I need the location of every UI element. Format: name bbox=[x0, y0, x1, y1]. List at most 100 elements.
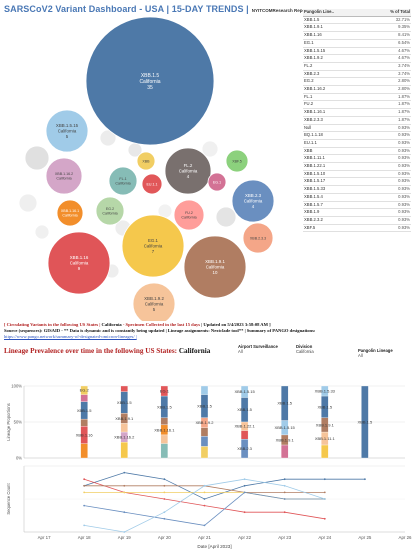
series-point-xbb-1-5-15[interactable] bbox=[323, 498, 326, 500]
table-row[interactable]: XBB.2.3 3.74% bbox=[303, 70, 411, 79]
table-row[interactable]: XBB.1.5.4 0.93% bbox=[303, 193, 411, 202]
bubble-circle[interactable] bbox=[56, 199, 84, 227]
table-row[interactable]: EU.1.1 0.93% bbox=[303, 139, 411, 148]
dashboard-credit[interactable]: NYITCOMResearch Report bbox=[251, 8, 309, 13]
table-row[interactable]: XBB.1.9.1 9.35% bbox=[303, 23, 411, 33]
airport-filter-value[interactable]: All bbox=[238, 349, 243, 354]
series-point-xbb-1-16[interactable] bbox=[283, 511, 286, 514]
table-row[interactable]: XBB.1.5.7 0.93% bbox=[303, 201, 411, 210]
bar-segment-xbb-1-16-1[interactable] bbox=[80, 443, 88, 459]
series-point-xbb-1-5[interactable] bbox=[163, 478, 166, 481]
series-point-xbb-1-16[interactable] bbox=[323, 517, 326, 520]
table-row[interactable]: XBB.1.16 8.41% bbox=[303, 31, 411, 40]
table-row[interactable]: FL.1 1.87% bbox=[303, 93, 411, 102]
table-row[interactable]: XBB.1.5.33 0.93% bbox=[303, 185, 411, 194]
stacked-bar-apr-19[interactable]: XBB.1.5 XBB.1.9.1 XBB.1.16.2 bbox=[114, 385, 135, 459]
bubble-circle[interactable] bbox=[136, 151, 156, 171]
series-point-xbb-2-3[interactable] bbox=[243, 491, 246, 494]
bar-segment-xbb-1-16[interactable] bbox=[240, 430, 249, 440]
lineage-table-header-cell[interactable]: Pangolin Line.. bbox=[303, 9, 368, 17]
table-row[interactable]: XBB.1.5.17 0.93% bbox=[303, 177, 411, 187]
series-point-xbb-1-5-15[interactable] bbox=[83, 524, 86, 527]
pangolin-filter-value[interactable]: All bbox=[358, 353, 363, 358]
bar-segment-xbb-1-5[interactable] bbox=[80, 394, 88, 402]
bubble-circle[interactable] bbox=[141, 173, 163, 195]
series-point-xbb-1-9-1[interactable] bbox=[323, 491, 326, 494]
series-point-eg-1[interactable] bbox=[163, 491, 166, 494]
stacked-bar-apr-20[interactable]: EG.1 XBB.1.5 XBB.1.16.1 bbox=[154, 385, 175, 459]
table-row[interactable]: XBB.1.22.1 0.93% bbox=[303, 162, 411, 171]
bubble-circle[interactable] bbox=[173, 199, 205, 231]
bubble-circle[interactable] bbox=[183, 235, 247, 299]
bubble-circle[interactable] bbox=[45, 109, 89, 153]
table-row[interactable]: Null 0.93% bbox=[303, 124, 411, 133]
stacked-bar-apr-21[interactable]: XBB.1.5 XBB.1.9.2 bbox=[195, 385, 214, 459]
pango-link[interactable]: https://www.pango.network/summary-of-des… bbox=[4, 334, 137, 339]
bubble-circle[interactable] bbox=[132, 282, 176, 321]
prevalence-chart[interactable]: 100% 50% 0% Lineage Proportions Sequence Cou… bbox=[0, 362, 415, 554]
bar-segment-xbb-1-16[interactable] bbox=[281, 444, 289, 459]
series-point-xbb-2-3[interactable] bbox=[203, 524, 206, 527]
series-point-xbb-1-5-15[interactable] bbox=[283, 484, 286, 487]
bubble-eg-1-8[interactable]: EG.1 bbox=[207, 172, 227, 192]
table-row[interactable]: XBB.1.9.2 4.67% bbox=[303, 54, 411, 63]
bubble-circle[interactable] bbox=[242, 222, 274, 254]
bubble-xbb-2-3-3-13[interactable]: XBB.2.3.3 bbox=[242, 222, 274, 254]
series-point-xbb-1-5-15[interactable] bbox=[163, 511, 166, 514]
table-row[interactable]: XBB 0.93% bbox=[303, 147, 411, 156]
lineage-table-header-cell[interactable]: % of Total bbox=[367, 9, 411, 17]
series-point-xbb-1-5[interactable] bbox=[283, 478, 286, 481]
table-row[interactable]: BQ.1.1.18 0.93% bbox=[303, 131, 411, 140]
table-row[interactable]: XBF.5 0.93% bbox=[303, 224, 411, 233]
bar-segment-xbb-1-9-1[interactable] bbox=[80, 418, 88, 427]
bubble-circle[interactable] bbox=[95, 196, 125, 226]
table-row[interactable]: XBB.1.11.1 0.93% bbox=[303, 154, 411, 164]
lineage-percent-table[interactable]: Pangolin Line..% of Total XBB.1.5 32.71% XB… bbox=[303, 9, 411, 233]
series-line-xbb-2-3[interactable] bbox=[84, 491, 325, 526]
bar-segment-xbb-1-9-1[interactable] bbox=[160, 417, 169, 426]
series-point-xbb-1-5-15[interactable] bbox=[243, 478, 246, 481]
table-row[interactable]: XBB.1.16.1 1.87% bbox=[303, 108, 411, 117]
series-point-xbb-1-5[interactable] bbox=[243, 484, 246, 487]
series-point-xbb-2-3[interactable] bbox=[163, 517, 166, 520]
series-point-xbb-2-3[interactable] bbox=[123, 511, 126, 514]
airport-filter[interactable]: Airport Surveillance All bbox=[238, 344, 278, 354]
series-point-xbb-1-5-15[interactable] bbox=[123, 531, 126, 533]
table-row[interactable]: XBB.1.5 32.71% bbox=[303, 16, 411, 25]
table-row[interactable]: EG.2 2.80% bbox=[303, 77, 411, 87]
series-point-xbb-1-9-1[interactable] bbox=[283, 491, 286, 494]
division-filter-value[interactable]: California bbox=[296, 349, 314, 354]
division-filter[interactable]: Division California bbox=[296, 344, 314, 354]
series-point-eg-1[interactable] bbox=[203, 491, 206, 494]
bubble-circle[interactable] bbox=[207, 172, 227, 192]
series-point-xbb-1-9-1[interactable] bbox=[123, 484, 126, 487]
bar-segment-xbb-1-5[interactable] bbox=[200, 385, 209, 395]
stacked-bar-apr-25[interactable]: XBB.1.5 bbox=[358, 385, 373, 459]
series-point-xbb-2-3[interactable] bbox=[83, 504, 86, 507]
bar-segment-xbb-2-3[interactable] bbox=[160, 443, 169, 459]
stacked-bar-apr-24[interactable]: XBB.1.5.33 XBB.1.5 XBB.1.9.1 XBB.1.11.1 bbox=[315, 385, 336, 459]
bar-segment-eg-1[interactable] bbox=[120, 442, 128, 459]
bubble-circle[interactable] bbox=[121, 214, 185, 278]
table-row[interactable]: FU.2 1.87% bbox=[303, 100, 411, 110]
bubble-circle[interactable] bbox=[225, 149, 249, 173]
table-row[interactable]: XBB.1.5.15 4.67% bbox=[303, 47, 411, 56]
series-point-xbb-1-5-15[interactable] bbox=[203, 484, 206, 487]
table-row[interactable]: FL.2 3.74% bbox=[303, 62, 411, 71]
series-point-xbb-1-9-1[interactable] bbox=[163, 484, 166, 487]
series-point-xbb-1-5[interactable] bbox=[363, 478, 366, 481]
stacked-bar-apr-18[interactable]: EG.2 XBB.1.5 XBB.1.16 bbox=[76, 385, 94, 459]
series-point-xbb-1-5[interactable] bbox=[123, 471, 126, 474]
bar-segment-eg-1[interactable] bbox=[321, 444, 329, 459]
bubble-circle[interactable] bbox=[164, 147, 212, 195]
